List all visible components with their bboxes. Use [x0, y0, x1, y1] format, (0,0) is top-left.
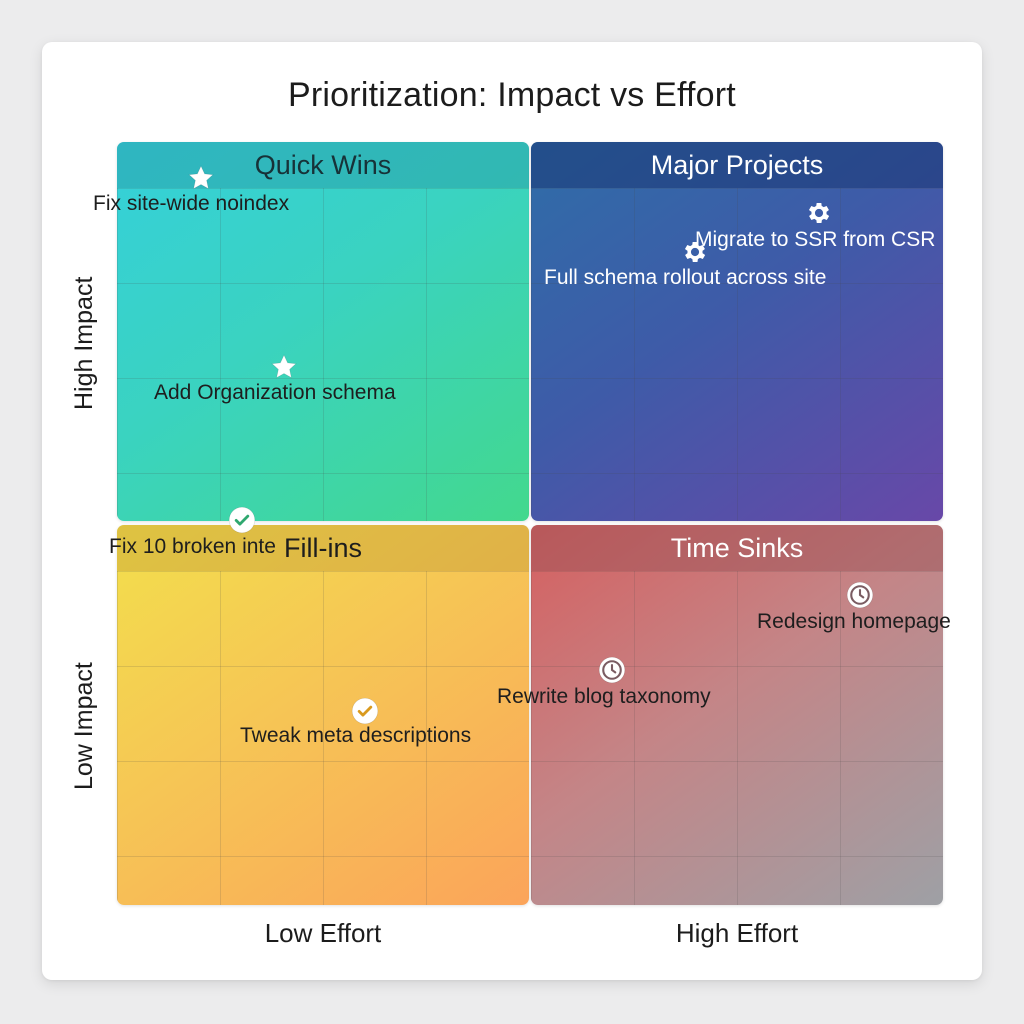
y-axis-label-low: Low Impact: [70, 662, 98, 790]
check-icon: [228, 506, 256, 534]
check-icon: [351, 697, 379, 725]
quadrant-grid: [531, 571, 943, 905]
gear-icon: [681, 238, 709, 266]
quadrant-grid: [531, 188, 943, 521]
quadrant-grid: [117, 188, 529, 521]
chart-title: Prioritization: Impact vs Effort: [288, 76, 736, 114]
item-meta-descriptions[interactable]: Tweak meta descriptions: [240, 724, 472, 747]
quadrant-title-fill-ins: Fill-ins: [117, 525, 529, 571]
x-axis-label-high: High Effort: [675, 918, 799, 948]
y-axis-label-high: High Impact: [70, 276, 98, 410]
star-icon: [269, 352, 299, 382]
clock-icon: [846, 581, 874, 609]
quadrant-time-sinks: Time Sinks: [531, 525, 943, 905]
quadrant-major-projects: Major Projects: [531, 142, 943, 521]
quadrant-title-major-projects: Major Projects: [531, 142, 943, 188]
quadrant-title-quick-wins: Quick Wins: [117, 142, 529, 188]
clock-icon: [598, 656, 626, 684]
item-fix-noindex[interactable]: Fix site-wide noindex: [93, 192, 290, 215]
star-icon: [186, 163, 216, 193]
item-migrate-ssr[interactable]: Migrate to SSR from CSR: [695, 228, 936, 251]
x-axis-label-low: Low Effort: [264, 918, 382, 948]
item-org-schema[interactable]: Add Organization schema: [154, 381, 396, 404]
quadrant-quick-wins: Quick Wins: [117, 142, 529, 521]
item-blog-taxonomy[interactable]: Rewrite blog taxonomy: [497, 685, 711, 708]
quadrant-fill-ins: Fill-ins: [117, 525, 529, 905]
quadrant-title-time-sinks: Time Sinks: [531, 525, 943, 571]
gear-icon: [805, 199, 833, 227]
item-redesign-homepage[interactable]: Redesign homepage: [757, 610, 951, 633]
quadrant-grid: [117, 571, 529, 905]
item-broken-links[interactable]: Fix 10 broken inte: [109, 535, 276, 558]
item-schema-rollout[interactable]: Full schema rollout across site: [544, 266, 827, 289]
